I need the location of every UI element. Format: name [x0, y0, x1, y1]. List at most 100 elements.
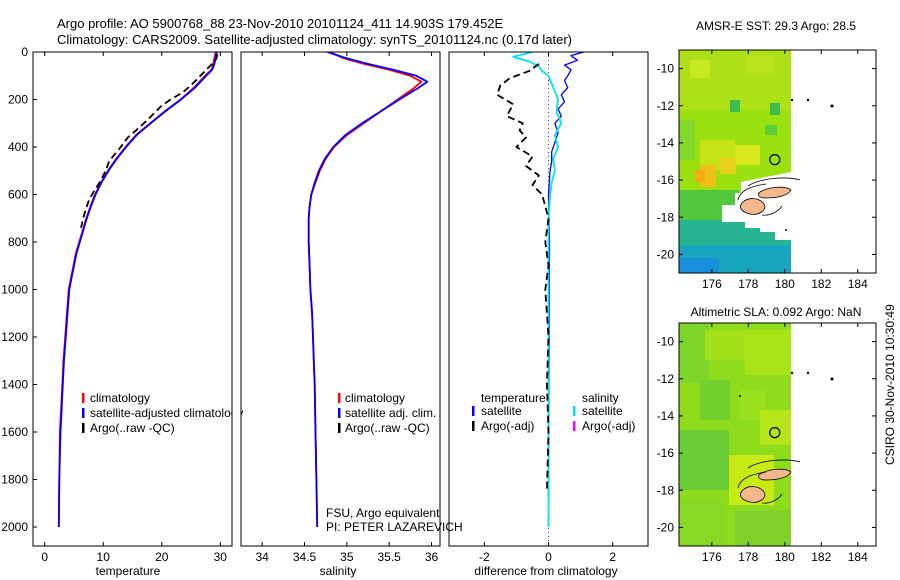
legend-label-satellite-adjusted: satellite-adjusted climatology — [90, 406, 243, 420]
legend-swatch-satellite — [338, 408, 341, 418]
lon-tick-label: 176 — [702, 277, 722, 291]
lat-tick-label: -14 — [657, 409, 675, 423]
lat-tick-label: -14 — [657, 136, 675, 150]
legend-swatch-sal-satellite — [573, 406, 576, 416]
sla-map-title: Altimetric SLA: 0.092 Argo: NaN — [691, 305, 862, 319]
y-tick-label: 200 — [8, 93, 28, 107]
lon-tick-label: 176 — [702, 550, 722, 564]
temperature-legend: climatology satellite-adjusted climatolo… — [82, 391, 243, 435]
salinity-series — [307, 52, 429, 528]
lon-tick-label: 178 — [738, 277, 758, 291]
y-tick-label: 2000 — [1, 520, 28, 534]
y-tick-label: 400 — [8, 140, 28, 154]
legend-swatch-sal-argo — [573, 421, 576, 431]
y-tick-label: 1600 — [1, 425, 28, 439]
small-island — [806, 98, 810, 102]
x-tick-label: 34 — [255, 550, 269, 564]
lon-tick-label: 184 — [848, 277, 868, 291]
sla-field-patch — [679, 323, 709, 383]
lon-tick-label: 182 — [811, 550, 831, 564]
fiji-vanua-levu — [758, 186, 792, 199]
y-tick-label: 800 — [8, 235, 28, 249]
sla-field-patch — [700, 380, 730, 420]
series-line-climatology — [57, 52, 217, 528]
legend-swatch-temp-argo — [472, 421, 475, 431]
x-tick-label: 36 — [425, 550, 439, 564]
sla-map: Altimetric SLA: 0.092 Argo: NaN — [657, 305, 877, 564]
legend-label-satellite: satellite adj. clim. — [345, 406, 436, 420]
legend-title-salinity: salinity — [582, 391, 619, 405]
x-tick-label: 0 — [545, 550, 552, 564]
small-island — [790, 98, 794, 102]
sst-field-patch — [690, 60, 710, 78]
sst-no-data-area — [791, 50, 876, 273]
lon-tick-label: 180 — [775, 550, 795, 564]
lat-tick-label: -10 — [657, 62, 675, 76]
sla-field-patch — [745, 330, 791, 375]
salinity-xlabel: salinity — [320, 564, 357, 578]
header-line2: Climatology: CARS2009. Satellite-adjuste… — [57, 32, 572, 47]
fiji-viti-levu — [740, 486, 766, 503]
temperature-axes-frame — [32, 51, 233, 547]
small-island — [785, 229, 787, 231]
x-tick-label: 34.5 — [293, 550, 317, 564]
sst-map-frame — [678, 49, 877, 274]
legend-label-temp-argo: Argo(-adj) — [481, 419, 534, 433]
sla-no-data-area — [791, 323, 876, 546]
legend-swatch-argo — [338, 423, 341, 433]
temperature-ticks: 0 10 20 30 0 200 400 600 800 1000 1200 1400 1600 1800… — [1, 45, 227, 564]
legend-swatch-satellite-adjusted — [82, 408, 85, 418]
series-line-satellite-adjusted-climatology — [57, 52, 218, 528]
legend-label-temp-satellite: satellite — [481, 404, 522, 418]
x-tick-label: 20 — [155, 550, 169, 564]
y-tick-label: 1200 — [1, 330, 28, 344]
sst-field-patch — [770, 103, 780, 115]
sst-map: AMSR-E SST: 29.3 Argo: 28.5 — [657, 19, 877, 291]
sst-field-patch — [730, 100, 740, 112]
lat-tick-label: -18 — [657, 210, 675, 224]
x-tick-label: 0 — [41, 550, 48, 564]
legend-title-temperature: temperature — [481, 391, 546, 405]
sst-field-patch — [735, 145, 760, 165]
sst-map-title: AMSR-E SST: 29.3 Argo: 28.5 — [696, 19, 856, 33]
x-tick-label: 10 — [97, 550, 111, 564]
fiji-vanua-levu — [758, 468, 792, 481]
sst-field-patch — [695, 170, 705, 182]
legend-swatch-argo — [82, 423, 85, 433]
lat-tick-label: -20 — [657, 247, 675, 261]
lat-tick-label: -12 — [657, 372, 675, 386]
series-line-argo-raw-qc- — [80, 54, 219, 229]
lat-tick-label: -12 — [657, 99, 675, 113]
annotation-pi: PI: PETER LAZAREVICH — [326, 520, 463, 534]
series-line-salinity-satellite — [512, 52, 563, 527]
x-tick-label: 35.5 — [378, 550, 402, 564]
lat-tick-label: -20 — [657, 520, 675, 534]
sst-map-ticks: 176 178 180 182 184 -10 -12 -14 -16 -18 -20 — [657, 50, 876, 291]
reef-contour — [761, 205, 783, 216]
legend-label-climatology: climatology — [345, 391, 405, 405]
lon-tick-label: 184 — [848, 550, 868, 564]
salinity-axes-frame — [240, 51, 441, 547]
small-island — [830, 377, 834, 381]
salinity-ticks: 34 34.5 35 35.5 36 — [255, 52, 439, 564]
sla-field-patch — [679, 500, 724, 546]
side-timestamp-label: CSIRO 30-Nov-2010 10:30:49 — [883, 304, 897, 465]
sla-field-patch — [705, 330, 745, 360]
difference-panel: -2 0 2 difference from climatology tempera… — [448, 51, 649, 578]
legend-label-sal-satellite: satellite — [582, 404, 623, 418]
reef-contour — [747, 177, 801, 187]
legend-label-argo: Argo(..raw -QC) — [345, 421, 430, 435]
x-tick-label: 30 — [214, 550, 228, 564]
difference-axes-frame — [448, 51, 649, 547]
series-line-satellite-adj-clim- — [307, 52, 429, 528]
sst-field — [679, 50, 876, 273]
series-line-temperature-argo-adj- — [496, 63, 550, 492]
sst-field-patch — [765, 125, 777, 135]
lat-tick-label: -16 — [657, 173, 675, 187]
small-island — [806, 371, 810, 375]
sla-field-patch — [735, 510, 791, 546]
x-tick-label: 2 — [609, 550, 616, 564]
legend-swatch-climatology — [338, 393, 341, 403]
sst-field-patch — [679, 120, 695, 160]
temperature-series — [57, 52, 219, 528]
